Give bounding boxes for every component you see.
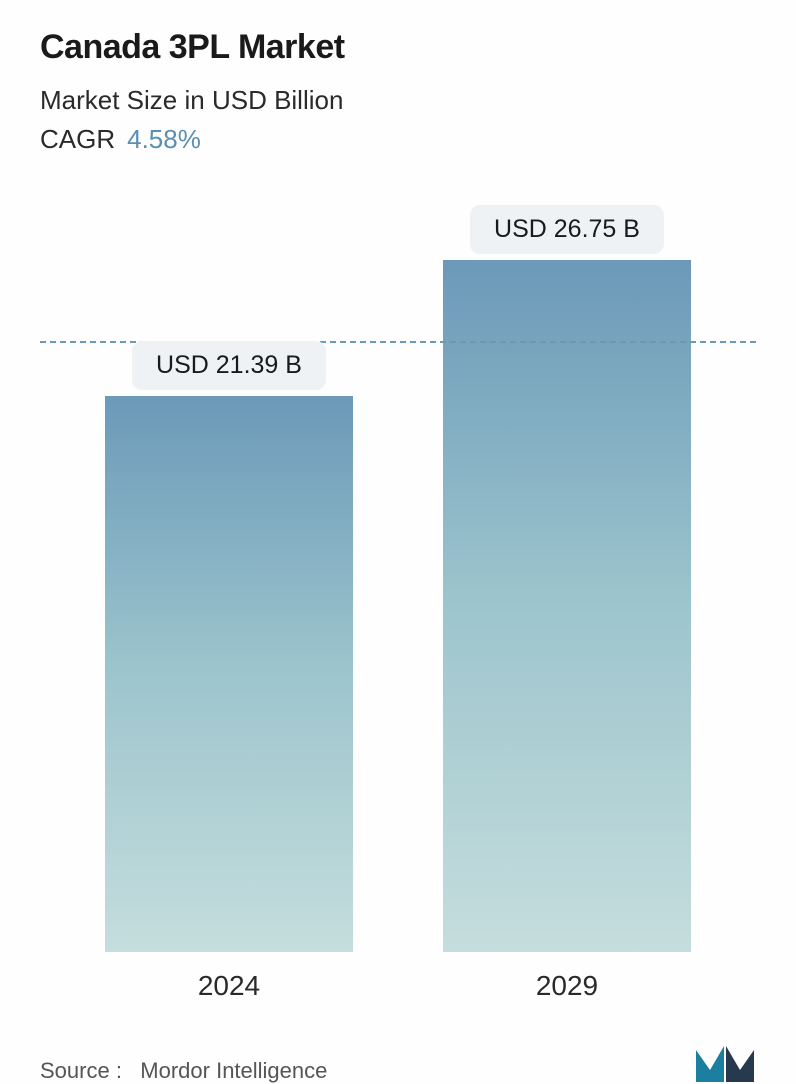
- bar-year-label-0: 2024: [198, 970, 260, 1002]
- chart-area: USD 21.39 B 2024 USD 26.75 B 2029: [40, 205, 756, 1012]
- chart-title: Canada 3PL Market: [40, 28, 756, 67]
- bar-year-label-1: 2029: [536, 970, 598, 1002]
- source-name: Mordor Intelligence: [140, 1058, 327, 1083]
- cagr-label: CAGR: [40, 124, 115, 154]
- source-text: Source : Mordor Intelligence: [40, 1058, 327, 1084]
- bar-0: [105, 396, 353, 952]
- bar-1: [443, 260, 691, 952]
- bar-group-0: USD 21.39 B 2024: [99, 341, 359, 1002]
- chart-subtitle: Market Size in USD Billion: [40, 85, 756, 116]
- bar-value-label-0: USD 21.39 B: [132, 341, 326, 390]
- footer: Source : Mordor Intelligence: [40, 1022, 756, 1084]
- cagr-value: 4.58%: [127, 124, 201, 154]
- bar-group-1: USD 26.75 B 2029: [437, 205, 697, 1002]
- source-label: Source :: [40, 1058, 122, 1083]
- mordor-logo-icon: [694, 1042, 756, 1084]
- bar-value-label-1: USD 26.75 B: [470, 205, 664, 254]
- cagr-line: CAGR 4.58%: [40, 124, 756, 155]
